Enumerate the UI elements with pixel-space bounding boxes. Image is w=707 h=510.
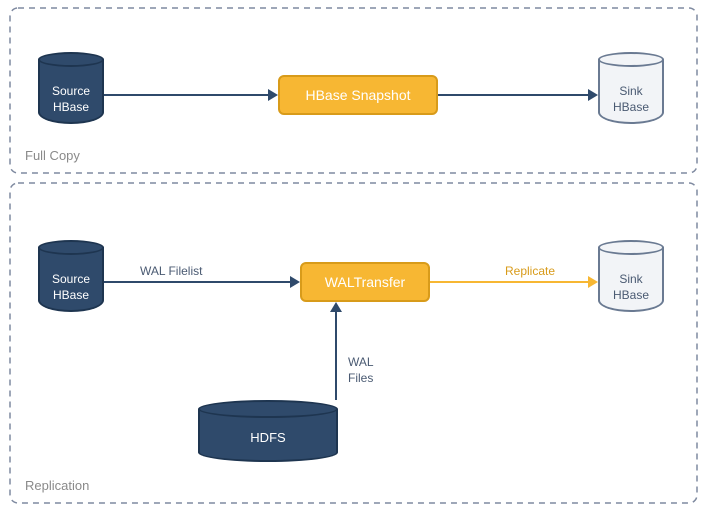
node-sink-hbase-bottom: Sink HBase [598, 240, 664, 312]
edge-src2-waltransfer [104, 281, 292, 283]
edge-label-replicate: Replicate [505, 264, 555, 278]
node-label: WALTransfer [325, 274, 405, 290]
edge-waltransfer-sink2 [430, 281, 590, 283]
node-waltransfer: WALTransfer [300, 262, 430, 302]
node-label: Sink [619, 84, 642, 98]
node-label: Sink [619, 272, 642, 286]
node-label: HBase [613, 288, 649, 302]
node-label: Source [52, 272, 90, 286]
node-label: Source [52, 84, 90, 98]
edge-hdfs-waltransfer [335, 310, 337, 400]
node-source-hbase-top: Source HBase [38, 52, 104, 124]
edge-src1-snapshot [104, 94, 270, 96]
node-label: HBase [613, 100, 649, 114]
arrow-head-icon [268, 89, 278, 101]
node-label: HDFS [250, 430, 285, 445]
node-label: HBase [53, 288, 89, 302]
arrow-head-icon [330, 302, 342, 312]
node-label: HBase [53, 100, 89, 114]
arrow-head-icon [290, 276, 300, 288]
node-hdfs: HDFS [198, 400, 338, 462]
arrow-head-icon [588, 89, 598, 101]
node-hbase-snapshot: HBase Snapshot [278, 75, 438, 115]
edge-label-wal-filelist: WAL Filelist [140, 264, 202, 278]
node-label: HBase Snapshot [305, 87, 410, 103]
node-sink-hbase-top: Sink HBase [598, 52, 664, 124]
edge-label-wal-files: WAL Files [348, 355, 374, 386]
node-source-hbase-bottom: Source HBase [38, 240, 104, 312]
panel-label-bottom: Replication [25, 478, 89, 493]
panel-label-top: Full Copy [25, 148, 80, 163]
arrow-head-icon [588, 276, 598, 288]
edge-snapshot-sink1 [438, 94, 590, 96]
